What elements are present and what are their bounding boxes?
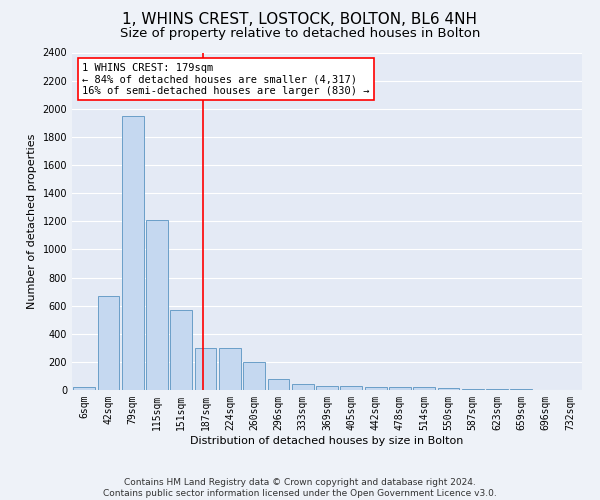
Text: 1, WHINS CREST, LOSTOCK, BOLTON, BL6 4NH: 1, WHINS CREST, LOSTOCK, BOLTON, BL6 4NH <box>122 12 478 28</box>
Bar <box>73 387 95 390</box>
Bar <box>437 388 460 390</box>
Bar <box>194 348 217 390</box>
Bar <box>316 386 338 390</box>
Bar <box>389 387 411 390</box>
Bar <box>219 348 241 390</box>
Text: 1 WHINS CREST: 179sqm
← 84% of detached houses are smaller (4,317)
16% of semi-d: 1 WHINS CREST: 179sqm ← 84% of detached … <box>82 62 370 96</box>
Bar <box>268 380 289 390</box>
Bar <box>170 310 192 390</box>
Bar <box>122 116 143 390</box>
Text: Size of property relative to detached houses in Bolton: Size of property relative to detached ho… <box>120 28 480 40</box>
Bar <box>243 362 265 390</box>
Bar <box>340 386 362 390</box>
Bar <box>486 389 508 390</box>
Bar <box>462 388 484 390</box>
Y-axis label: Number of detached properties: Number of detached properties <box>27 134 37 309</box>
Bar <box>365 387 386 390</box>
Bar <box>413 387 435 390</box>
Bar <box>292 384 314 390</box>
Bar <box>146 220 168 390</box>
X-axis label: Distribution of detached houses by size in Bolton: Distribution of detached houses by size … <box>190 436 464 446</box>
Text: Contains HM Land Registry data © Crown copyright and database right 2024.
Contai: Contains HM Land Registry data © Crown c… <box>103 478 497 498</box>
Bar <box>97 296 119 390</box>
